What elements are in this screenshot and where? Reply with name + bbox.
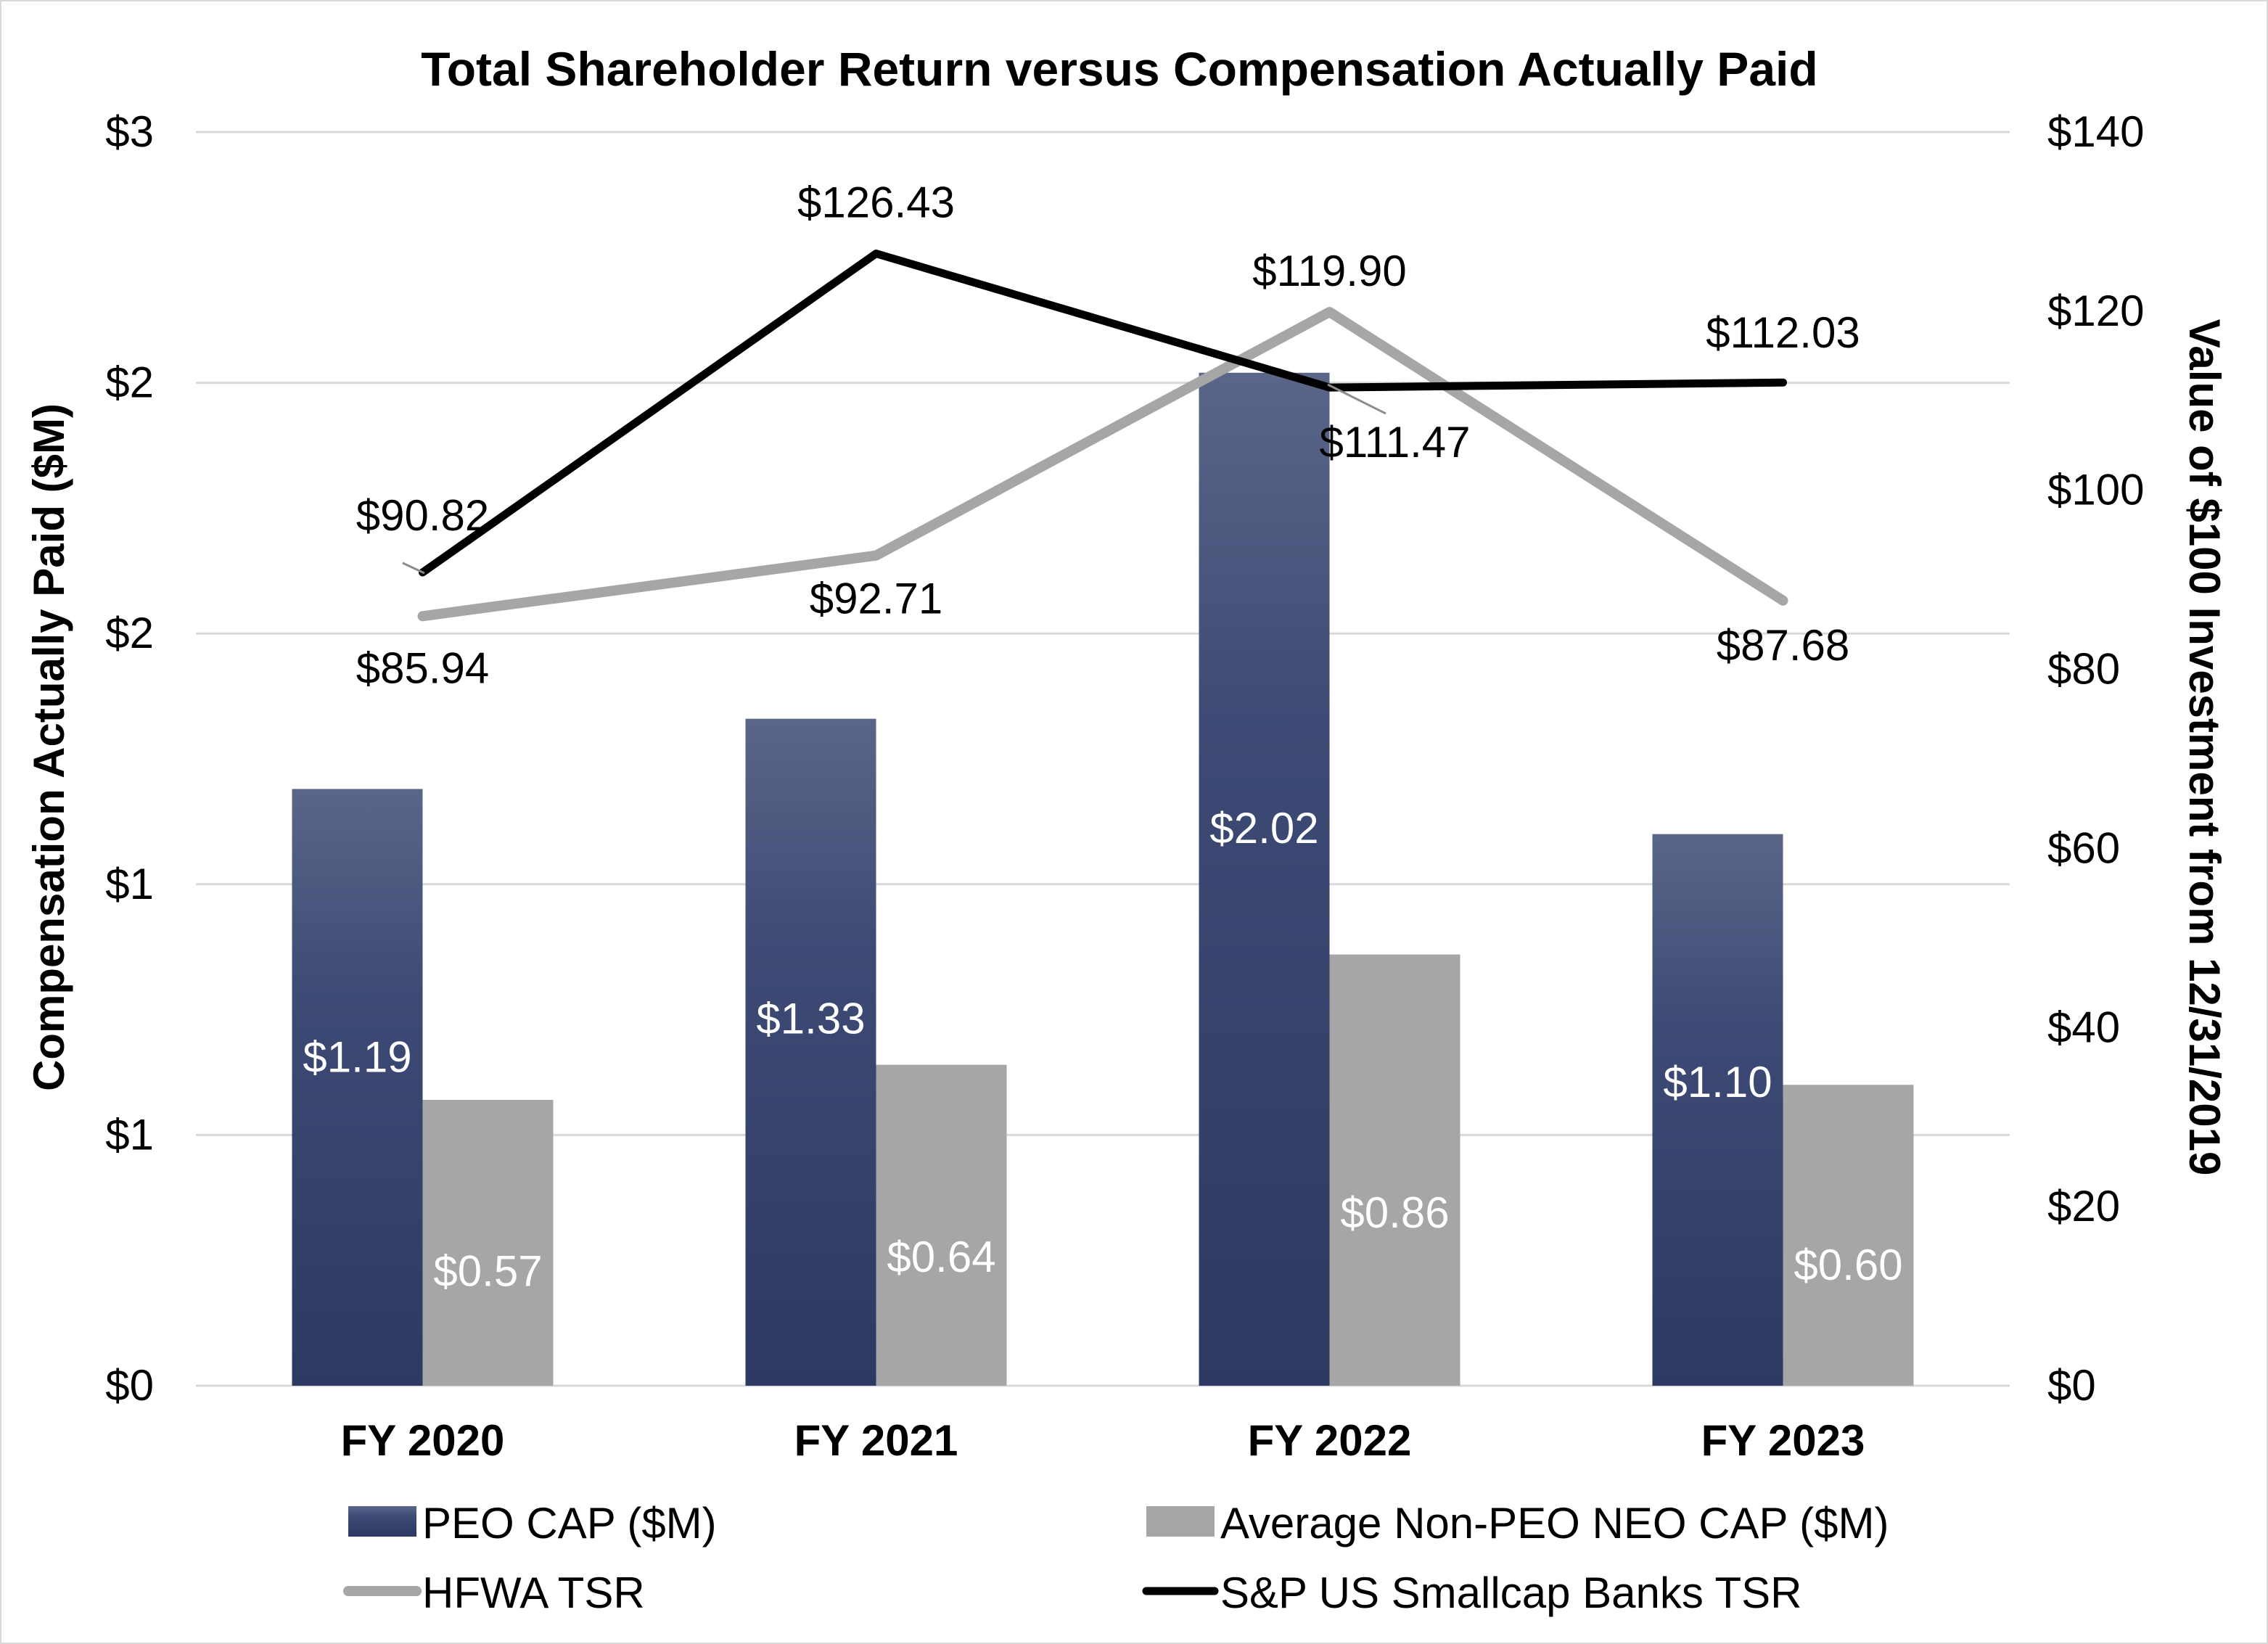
legend-label: PEO CAP ($M)	[422, 1499, 717, 1548]
hfwa-tsr-label: $119.90	[1252, 247, 1406, 295]
category-label: FY 2023	[1701, 1416, 1865, 1465]
hfwa-tsr-label: $87.68	[1717, 621, 1850, 670]
peo-cap-label: $1.10	[1663, 1058, 1772, 1106]
lines	[417, 249, 1788, 622]
sp-tsr-label: $126.43	[797, 178, 955, 226]
category-axis: FY 2020 FY 2021 FY 2022 FY 2023	[341, 1416, 1865, 1465]
neo-cap-label: $0.64	[887, 1233, 995, 1281]
legend-swatch-peo	[348, 1506, 416, 1537]
right-tick-label: $40	[2047, 1003, 2120, 1051]
neo-cap-bar	[422, 1100, 554, 1386]
left-tick-label: $1	[105, 860, 154, 908]
legend-label: HFWA TSR	[422, 1569, 645, 1617]
peo-cap-label: $1.19	[303, 1033, 411, 1082]
legend-swatch-neo	[1146, 1506, 1215, 1537]
sp-tsr-label: $90.82	[356, 491, 490, 540]
category-label: FY 2020	[341, 1416, 505, 1465]
hfwa-tsr-label: $92.71	[810, 575, 943, 623]
right-tick-label: $100	[2047, 466, 2144, 514]
sp-tsr-label: $111.47	[1320, 418, 1471, 467]
peo-cap-bar	[1199, 372, 1330, 1386]
data-labels: $1.19 $0.57 $1.33 $0.64 $2.02 $0.86 $1.10 $0.60…	[303, 178, 1902, 1295]
peo-cap-label: $1.33	[756, 994, 865, 1043]
peo-cap-bar	[292, 789, 423, 1386]
category-label: FY 2022	[1248, 1416, 1412, 1465]
legend-label: S&P US Smallcap Banks TSR	[1220, 1569, 1801, 1617]
right-tick-label: $0	[2047, 1361, 2096, 1410]
neo-cap-label: $0.86	[1340, 1188, 1449, 1237]
hfwa-tsr-label: $85.94	[356, 644, 490, 692]
bars	[292, 372, 1914, 1386]
chart-title: Total Shareholder Return versus Compensa…	[421, 42, 1817, 96]
legend-label: Average Non-PEO NEO CAP ($M)	[1220, 1499, 1889, 1548]
neo-cap-label: $0.60	[1794, 1241, 1902, 1289]
peo-cap-bar	[745, 718, 876, 1386]
hfwa-tsr-line	[417, 307, 1788, 622]
peo-cap-bar	[1652, 834, 1783, 1386]
right-axis-ticks: $0 $20 $40 $60 $80 $100 $120 $140	[2047, 107, 2144, 1410]
right-tick-label: $60	[2047, 823, 2120, 872]
legend: PEO CAP ($M) Average Non-PEO NEO CAP ($M)…	[343, 1499, 1889, 1617]
peo-cap-label: $2.02	[1209, 804, 1318, 852]
right-axis-title: Value of $100 Investment from 12/31/2019	[2180, 319, 2229, 1176]
left-axis-ticks: $0 $1 $1 $2 $2 $3	[105, 107, 154, 1410]
leader-line	[402, 562, 425, 575]
left-tick-label: $2	[105, 358, 154, 407]
right-tick-label: $20	[2047, 1182, 2120, 1230]
right-tick-label: $140	[2047, 107, 2144, 156]
neo-cap-bar	[876, 1064, 1007, 1386]
sp-smallcap-banks-tsr-line	[419, 249, 1787, 577]
left-axis-title: Compensation Actually Paid ($M)	[25, 403, 73, 1091]
neo-cap-bar	[1783, 1085, 1914, 1386]
neo-cap-bar	[1329, 954, 1460, 1386]
left-tick-label: $0	[105, 1361, 154, 1410]
left-tick-label: $2	[105, 609, 154, 657]
leader-line	[1327, 383, 1386, 415]
left-tick-label: $1	[105, 1110, 154, 1159]
neo-cap-label: $0.57	[433, 1246, 542, 1295]
sp-tsr-label: $112.03	[1706, 308, 1860, 357]
left-tick-label: $3	[105, 107, 154, 156]
right-tick-label: $80	[2047, 645, 2120, 694]
category-label: FY 2021	[794, 1416, 958, 1465]
right-tick-label: $120	[2047, 287, 2144, 335]
